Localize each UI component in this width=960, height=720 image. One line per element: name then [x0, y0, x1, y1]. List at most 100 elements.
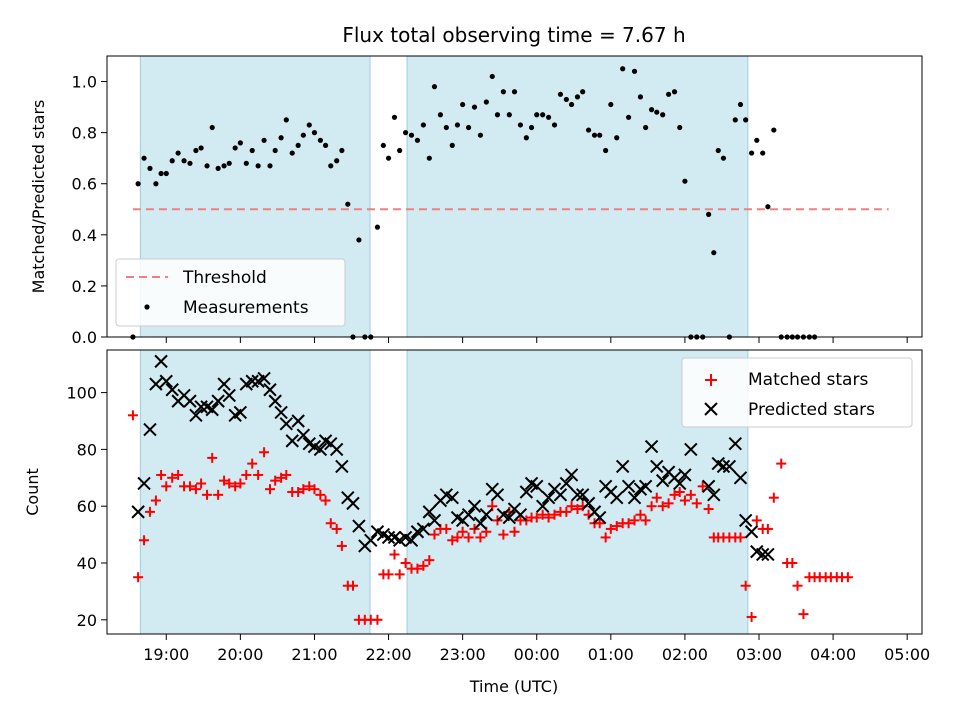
legend-threshold-label: Threshold: [182, 268, 267, 288]
matched-star-point: [394, 569, 405, 580]
matched-star-point: [543, 512, 554, 523]
measurement-point: [771, 127, 777, 133]
predicted-star-point: [313, 442, 328, 457]
measurement-point: [209, 124, 215, 131]
measurement-point: [204, 163, 210, 169]
measurement-point: [754, 137, 760, 143]
predicted-star-point: [761, 547, 775, 562]
predicted-star-point: [615, 459, 630, 474]
measurement-point: [626, 114, 632, 120]
x-tick-label: 03:00: [736, 645, 782, 664]
measurement-point: [603, 147, 609, 154]
top-axes-frame: [106, 55, 923, 338]
measurement-point: [471, 104, 478, 110]
bottom-legend-box: [681, 357, 913, 428]
matched-star-point: [600, 532, 611, 543]
measurement-point: [426, 155, 432, 161]
predicted-star-point: [131, 505, 145, 519]
predicted-star-point: [263, 383, 277, 397]
measurement-point: [748, 150, 755, 156]
legend-predicted-swatch: [704, 402, 718, 416]
matched-star-point: [383, 569, 394, 580]
predicted-star-point: [268, 394, 282, 408]
matched-star-point: [746, 611, 757, 622]
bottom-y-axis-label: Count: [23, 468, 42, 516]
predicted-star-point: [381, 530, 396, 545]
matched-star-point: [281, 469, 292, 480]
predicted-star-point: [678, 468, 692, 482]
predicted-star-point: [404, 533, 419, 547]
predicted-star-point: [222, 388, 236, 403]
measurement-point: [328, 163, 334, 169]
measurement-point: [580, 89, 586, 95]
measurement-point: [706, 211, 712, 217]
predicted-stars-points: [131, 354, 775, 562]
predicted-star-point: [335, 459, 349, 474]
measurement-point: [545, 114, 552, 120]
top-y-axis: 0.0 0.2 0.4 0.6 0.8 1.0: [72, 73, 107, 347]
measurement-point: [414, 137, 421, 143]
measurement-point: [175, 150, 181, 156]
measurement-point: [608, 101, 614, 108]
predicted-star-point: [352, 519, 366, 533]
measurement-point: [141, 155, 147, 161]
measurement-point: [221, 163, 227, 169]
measurement-point: [551, 122, 558, 128]
measurement-point: [614, 135, 620, 141]
predicted-star-point: [575, 488, 590, 502]
measurement-point: [272, 147, 278, 154]
measurement-point: [215, 165, 221, 171]
matched-star-point: [651, 492, 662, 503]
measurement-point: [431, 84, 438, 90]
matched-star-point: [646, 501, 657, 512]
measurement-point: [317, 137, 323, 143]
matched-star-point: [144, 506, 155, 517]
measurement-point: [306, 122, 312, 128]
legend-matched-swatch: [705, 374, 717, 386]
matched-star-point: [452, 532, 463, 543]
y-tick-label: 100: [66, 384, 97, 403]
y-tick-label: 0.4: [72, 226, 97, 245]
matched-star-point: [594, 518, 605, 529]
predicted-star-point: [217, 377, 231, 391]
measurement-point: [511, 89, 518, 95]
y-tick-label: 0.6: [72, 175, 97, 194]
matched-star-point: [424, 555, 435, 566]
predicted-star-point: [149, 377, 163, 391]
predicted-star-point: [165, 383, 179, 397]
predicted-star-point: [461, 508, 476, 522]
predicted-star-point: [530, 479, 544, 494]
chart-title: Flux total observing time = 7.67 h: [342, 23, 685, 47]
measurement-point: [585, 127, 592, 133]
matched-star-point: [418, 560, 429, 571]
x-tick-label: 21:00: [291, 645, 337, 664]
measurement-point: [267, 163, 273, 169]
measurement-point: [169, 158, 175, 164]
measurement-point: [300, 132, 306, 138]
measurement-point: [737, 101, 744, 108]
matched-star-point: [679, 495, 690, 506]
predicted-star-point: [673, 476, 687, 491]
measurement-point: [198, 145, 204, 151]
predicted-star-point: [650, 459, 664, 474]
matched-star-point: [389, 549, 400, 560]
predicted-star-point: [535, 499, 550, 513]
shaded-interval: [139, 349, 371, 635]
predicted-star-point: [416, 522, 431, 536]
measurement-point: [449, 142, 455, 149]
matched-star-point: [247, 458, 258, 469]
matched-star-point: [623, 518, 634, 529]
matched-star-point: [213, 489, 224, 500]
legend-predicted-label: Predicted stars: [748, 400, 875, 420]
matched-star-point: [685, 489, 696, 500]
matched-star-point: [611, 521, 622, 532]
predicted-star-point: [707, 488, 721, 502]
predicted-star-point: [722, 459, 737, 474]
measurement-point: [489, 73, 495, 80]
matched-star-point: [230, 481, 241, 492]
matched-star-point: [309, 484, 320, 495]
matched-star-point: [657, 501, 668, 512]
matched-star-point: [475, 532, 486, 543]
predicted-star-point: [490, 488, 505, 502]
predicted-star-point: [189, 408, 203, 423]
